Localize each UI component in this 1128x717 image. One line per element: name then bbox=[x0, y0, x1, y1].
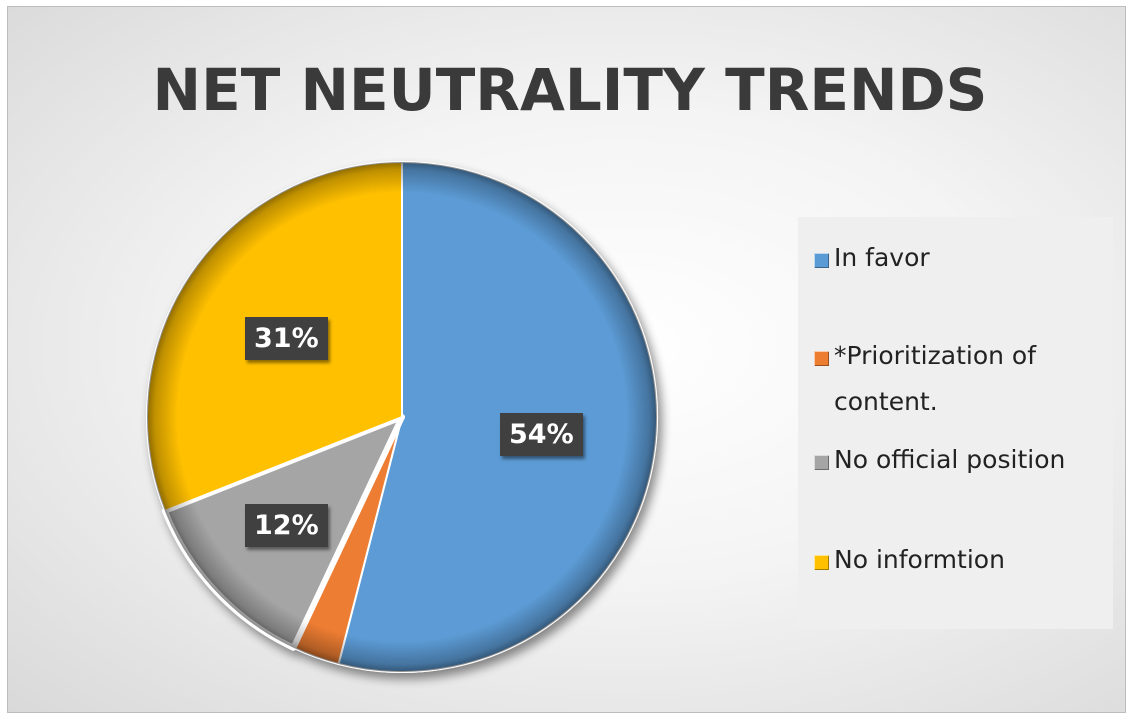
legend-label-prioritization: *Prioritization of content. bbox=[834, 341, 1037, 416]
legend-swatch-in-favor bbox=[814, 253, 829, 268]
legend-item-prioritization: *Prioritization of content. bbox=[814, 341, 1109, 425]
legend-item-in-favor: In favor bbox=[814, 243, 1109, 281]
legend-item-no-official-position: No official position bbox=[814, 445, 1109, 483]
legend-swatch-no-information bbox=[814, 555, 829, 570]
chart-title: NET NEUTRALITY TRENDS bbox=[152, 56, 988, 124]
data-label-no-official-position: 12% bbox=[245, 504, 328, 548]
legend-swatch-no-official-position bbox=[814, 455, 829, 470]
legend-swatch-prioritization bbox=[814, 351, 829, 366]
legend-item-no-information: No informtion bbox=[814, 545, 1109, 583]
data-label-in-favor: 54% bbox=[500, 413, 583, 457]
legend: In favor *Prioritization of content. No … bbox=[798, 217, 1113, 629]
legend-label-no-official-position: No official position bbox=[834, 445, 1066, 474]
data-label-no-information: 31% bbox=[245, 317, 328, 361]
legend-label-no-information: No informtion bbox=[834, 545, 1005, 574]
legend-label-in-favor: In favor bbox=[834, 243, 930, 272]
